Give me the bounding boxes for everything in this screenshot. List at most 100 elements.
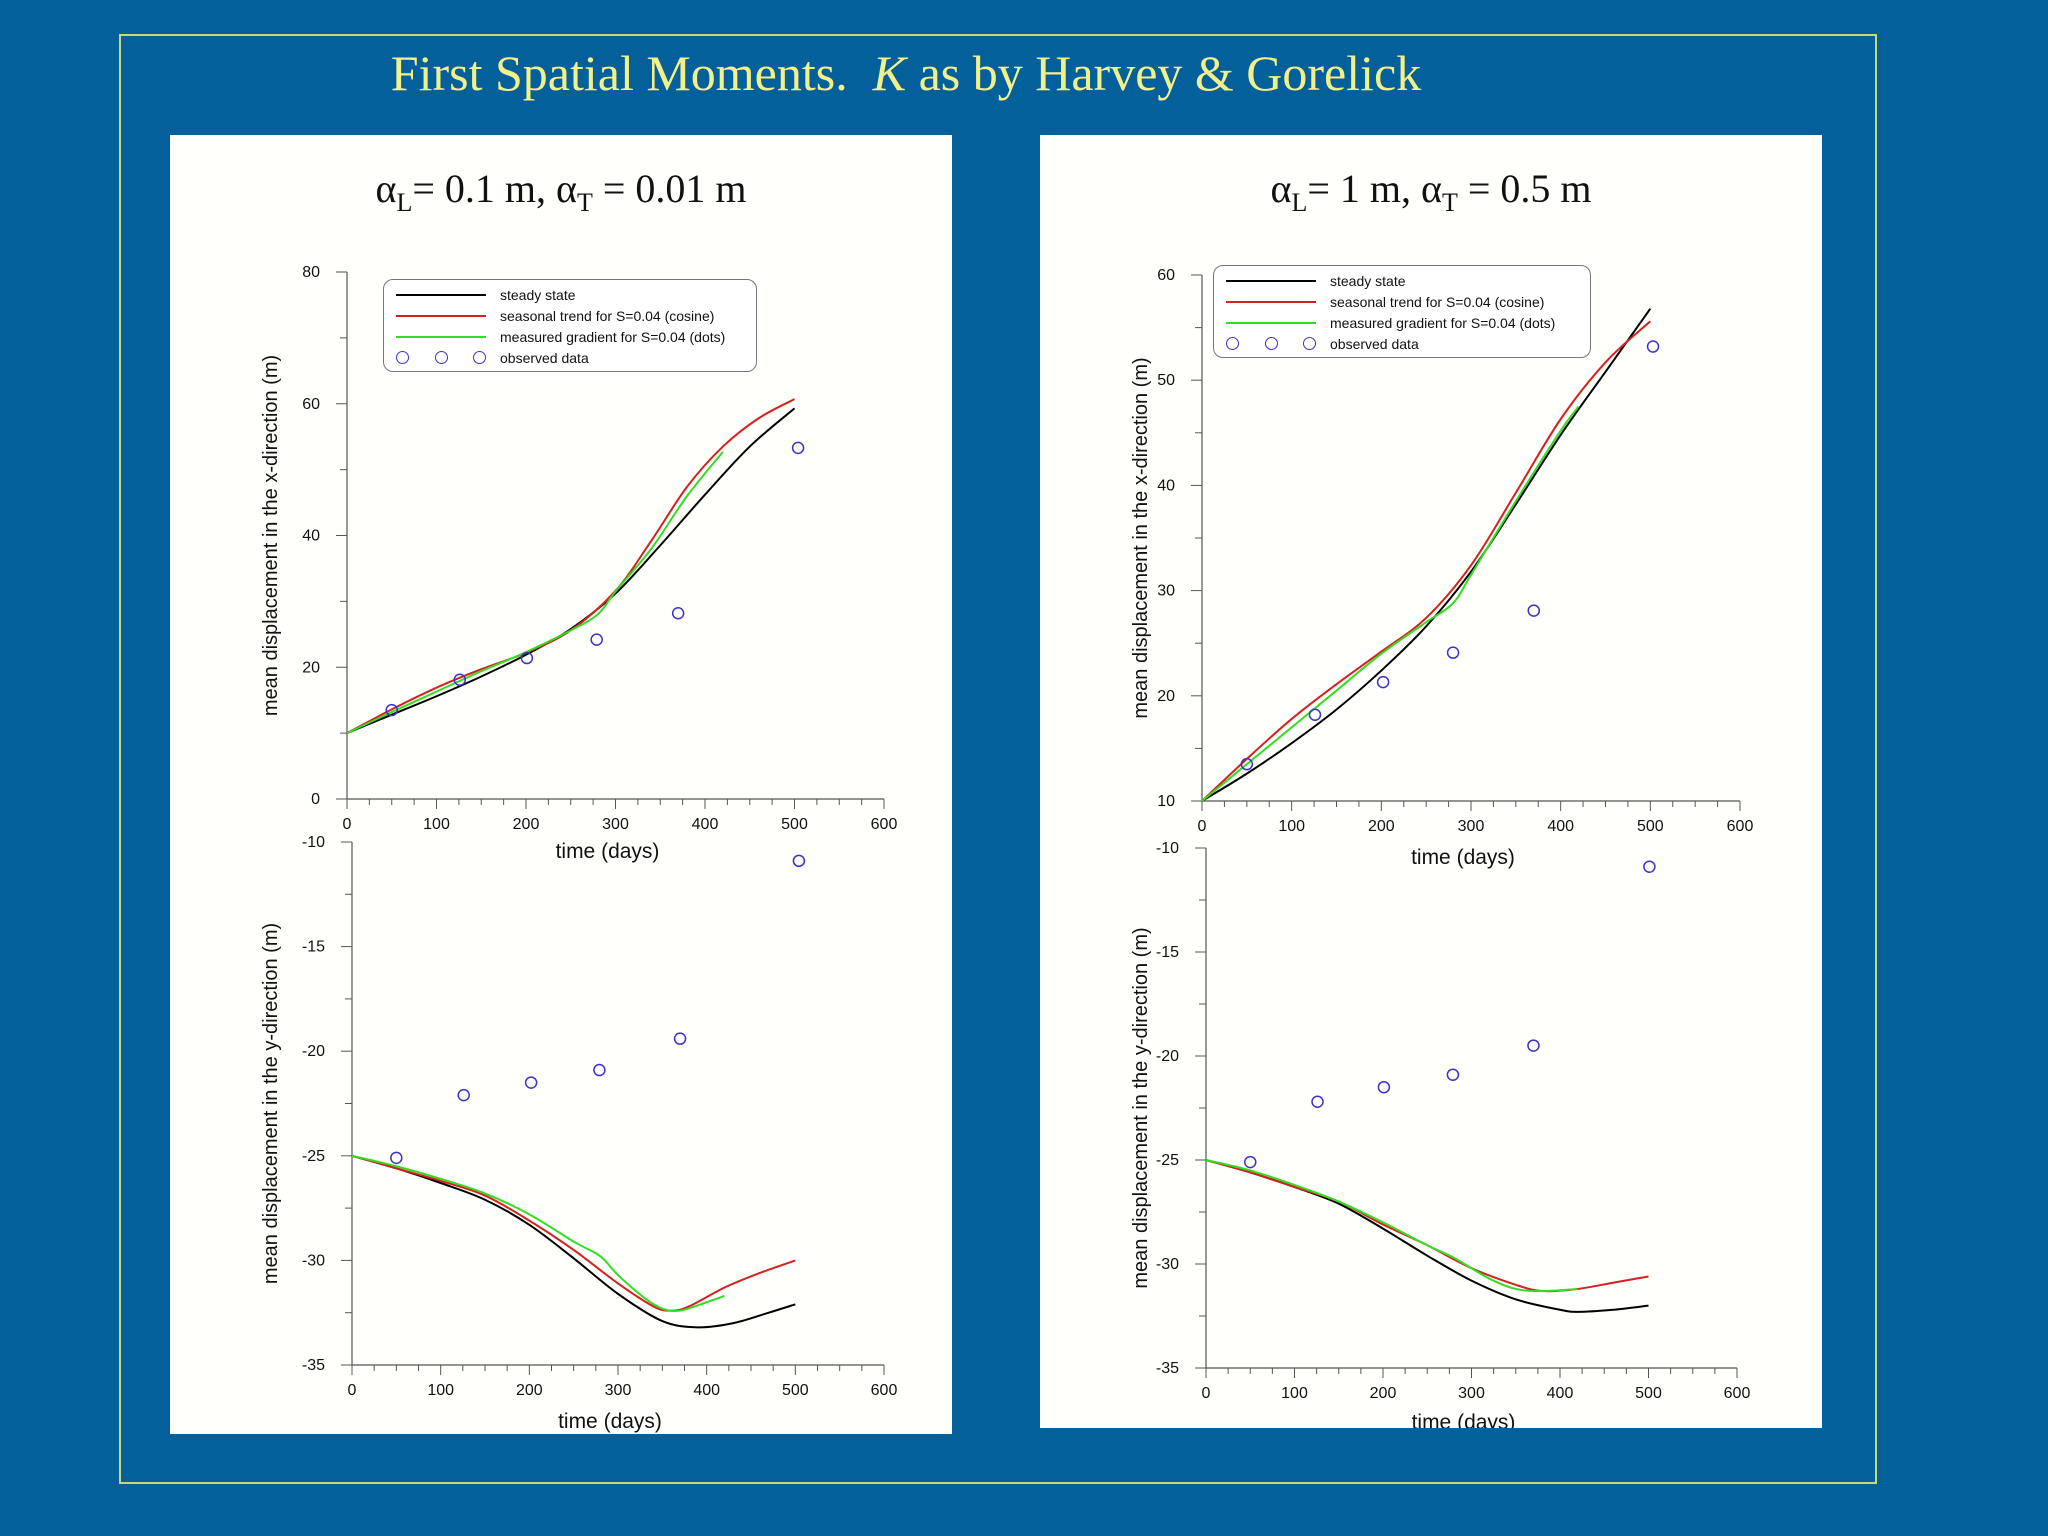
x-tick-label: 200 (513, 816, 540, 833)
y-tick-label: 80 (302, 264, 320, 281)
x-tick-label: 600 (1724, 1385, 1751, 1402)
legend-entry-observed: observed data (390, 347, 750, 368)
x-tick-label: 600 (871, 816, 898, 833)
circle-icon (1226, 337, 1239, 350)
right-panel-plots: 0 100 200 300 400 500 600 10 20 30 40 50 60 time (day… (1130, 267, 1754, 1428)
plot-left-bottom: 0 100 200 300 400 500 600 -35 -30 -25 -20 -15 -10 tim… (260, 834, 897, 1433)
x-tick-label: 500 (1635, 1385, 1662, 1402)
observed-data-point (385, 703, 398, 717)
y-tick-label: 40 (302, 528, 320, 545)
y-tick-label: -25 (1156, 1152, 1179, 1169)
slide-title-k: K (872, 45, 907, 101)
legend-entry-steady: steady state (1220, 270, 1584, 291)
left-panel-title: αL= 0.1 m, αT = 0.01 m (375, 166, 747, 217)
series-line (1201, 405, 1580, 802)
y-tick-label: -30 (1156, 1256, 1179, 1273)
circle-icon (1303, 337, 1316, 350)
observed-data-point (457, 1088, 470, 1102)
observed-data-point (791, 441, 805, 455)
observed-data-point (520, 651, 534, 665)
y-tick-label: 30 (1157, 583, 1175, 600)
legend-entry-seasonal: seasonal trend for S=0.04 (cosine) (390, 305, 750, 326)
observed-data-point (1377, 1080, 1391, 1094)
circle-icon (473, 351, 486, 364)
observed-data-point (1446, 1068, 1460, 1081)
y-tick-label: 50 (1157, 372, 1175, 389)
y-axis-label: mean displacement in the y-direction (m) (260, 923, 282, 1284)
series-line (1201, 308, 1652, 802)
x-axis-label: time (days) (1412, 1411, 1516, 1428)
y-tick-label: 10 (1157, 793, 1175, 810)
legend-entry-measured: measured gradient for S=0.04 (dots) (1220, 312, 1584, 333)
observed-data-point (1646, 340, 1660, 353)
observed-data-point (524, 1076, 538, 1089)
y-tick-label: -10 (1156, 840, 1179, 857)
observed-data-point (1527, 1039, 1540, 1052)
series-line (346, 398, 795, 735)
y-tick-label: -20 (1156, 1048, 1179, 1065)
y-tick-label: -20 (302, 1043, 325, 1060)
x-tick-label: 100 (1278, 818, 1305, 835)
y-axis-label: mean displacement in the x-direction (m) (260, 355, 282, 716)
x-tick-label: 0 (1202, 1385, 1211, 1402)
x-tick-label: 200 (516, 1382, 543, 1399)
slide-title-post: as by Harvey & Gorelick (918, 45, 1422, 101)
observed-data-point (593, 1063, 606, 1077)
x-tick-label: 100 (423, 816, 450, 833)
x-tick-label: 300 (602, 816, 629, 833)
x-tick-label: 600 (871, 1382, 898, 1399)
series-line (346, 451, 724, 735)
x-tick-label: 500 (781, 816, 808, 833)
right-legend: steady state seasonal trend for S=0.04 (… (1213, 265, 1591, 358)
legend-entry-steady: steady state (390, 284, 750, 305)
observed-data-point (673, 1032, 687, 1045)
y-axis-label: mean displacement in the x-direction (m) (1130, 357, 1152, 718)
left-panel: 0 100 200 300 400 500 600 0 20 40 60 80 time (days) m… (170, 135, 952, 1434)
legend-entry-seasonal: seasonal trend for S=0.04 (cosine) (1220, 291, 1584, 312)
y-tick-label: -35 (302, 1357, 325, 1374)
observed-data-point (1643, 860, 1656, 873)
x-axis-label: time (days) (556, 840, 660, 863)
observed-data-point (792, 854, 806, 868)
x-tick-label: 400 (1547, 1385, 1574, 1402)
series-line (351, 1154, 796, 1329)
x-tick-label: 200 (1370, 1385, 1397, 1402)
x-tick-label: 0 (1198, 818, 1207, 835)
left-panel-plots: 0 100 200 300 400 500 600 0 20 40 60 80 time (days) m… (260, 264, 897, 1433)
left-legend: steady state seasonal trend for S=0.04 (… (383, 279, 757, 372)
x-tick-label: 600 (1727, 818, 1754, 835)
x-tick-label: 400 (693, 1382, 720, 1399)
observed-data-point (1446, 646, 1460, 659)
y-tick-label: -15 (1156, 944, 1179, 961)
y-tick-label: -25 (302, 1148, 325, 1165)
observed-data-point (453, 673, 467, 687)
slide-title-pre: First Spatial Moments. (390, 45, 848, 101)
right-panel: 0 100 200 300 400 500 600 10 20 30 40 50 60 time (day… (1040, 135, 1822, 1428)
series-line (351, 1154, 796, 1312)
y-tick-label: -15 (302, 939, 325, 956)
observed-data-point (1311, 1095, 1324, 1109)
x-tick-label: 500 (782, 1382, 809, 1399)
x-tick-label: 500 (1637, 818, 1664, 835)
circle-icon (434, 351, 448, 364)
plot-left-top: 0 100 200 300 400 500 600 0 20 40 60 80 time (days) m… (260, 264, 897, 863)
y-tick-label: -30 (302, 1252, 325, 1269)
observed-data-point (671, 606, 685, 620)
x-tick-label: 300 (1458, 818, 1485, 835)
right-panel-title: αL= 1 m, αT = 0.5 m (1270, 166, 1592, 217)
series-line (1205, 1159, 1649, 1293)
y-tick-label: -10 (302, 834, 325, 851)
x-tick-label: 200 (1368, 818, 1395, 835)
observed-data-point (1244, 1155, 1257, 1169)
series-line (351, 1154, 725, 1313)
series-line (346, 407, 796, 735)
y-tick-label: -35 (1156, 1360, 1179, 1377)
plot-right-bottom: 0 100 200 300 400 500 600 -35 -30 -25 -20 -15 -10 tim… (1130, 840, 1750, 1428)
x-tick-label: 300 (605, 1382, 632, 1399)
observed-data-point (390, 1151, 403, 1165)
observed-data-point (1376, 675, 1390, 689)
y-tick-label: 60 (1157, 267, 1175, 284)
legend-entry-observed: observed data (1220, 333, 1584, 354)
y-tick-label: 60 (302, 396, 320, 413)
observed-data-point (1308, 708, 1322, 721)
